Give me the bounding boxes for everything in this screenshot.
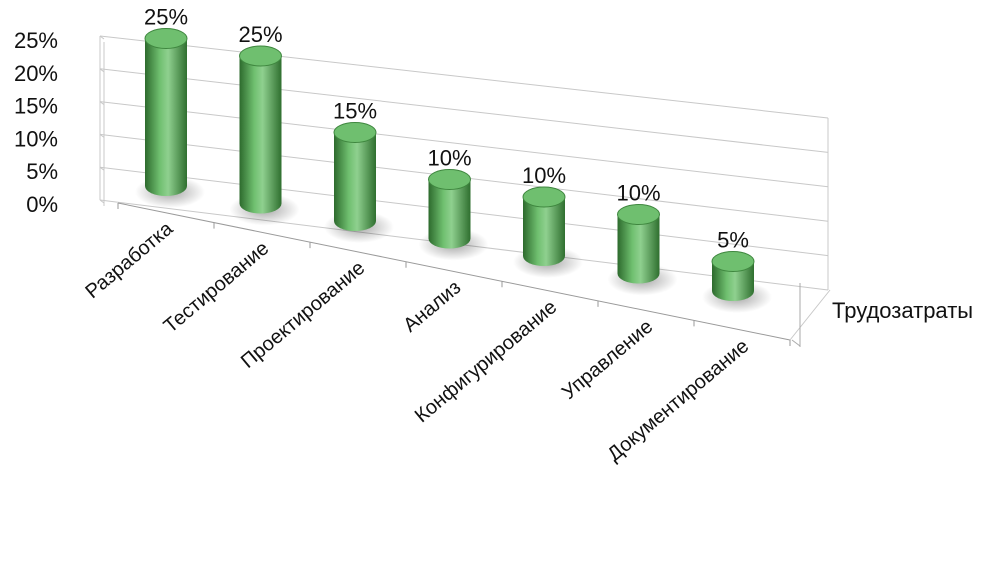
bar-top — [428, 169, 471, 190]
series-label: Трудозатраты — [832, 298, 973, 323]
bar-body — [617, 214, 660, 284]
data-label: 25% — [238, 22, 282, 47]
data-label: 10% — [427, 146, 471, 171]
bar-1 — [229, 45, 300, 226]
axis-layer: 0% 5% 10% 15% 20% 25% — [14, 28, 831, 347]
bar-top — [522, 186, 566, 208]
gridline — [99, 101, 829, 188]
data-label: 15% — [333, 99, 377, 124]
bar-top — [239, 45, 282, 67]
gridline-side — [99, 35, 105, 40]
bar-body — [239, 56, 282, 214]
y-tick-label: 20% — [14, 61, 58, 86]
bar-3 — [418, 169, 489, 261]
y-tick-label: 25% — [14, 28, 58, 53]
y-tick-label: 0% — [26, 192, 58, 217]
y-tick-label: 10% — [14, 126, 58, 151]
bar-0 — [135, 28, 205, 208]
bar-2 — [324, 122, 394, 243]
category-label: Управление — [558, 316, 657, 404]
y-tick-label: 15% — [14, 94, 58, 119]
y-tick-label: 5% — [26, 159, 58, 184]
bar-body — [712, 261, 754, 301]
bar-top — [617, 204, 660, 225]
bar-5 — [607, 204, 678, 296]
x-axis-front — [117, 202, 791, 341]
bar-body — [523, 197, 565, 266]
depth-tick — [791, 339, 801, 347]
bar-top — [333, 122, 377, 143]
gridline-side — [99, 101, 105, 105]
bar-4 — [513, 186, 583, 278]
gridline-side — [99, 68, 105, 73]
bar-top — [144, 28, 188, 49]
data-label: 25% — [144, 5, 188, 30]
bars-layer — [135, 28, 772, 313]
bar-top — [711, 251, 755, 272]
gridline-side — [99, 199, 105, 204]
bar-body — [334, 132, 376, 231]
data-label: 5% — [717, 228, 749, 253]
category-label: Анализ — [399, 276, 465, 336]
category-label: Разработка — [81, 217, 177, 303]
gridline-side — [99, 166, 105, 171]
category-label: Тестирование — [160, 237, 273, 337]
floor-right-edge — [789, 289, 831, 341]
gridline — [99, 68, 829, 153]
category-label: Проектирование — [237, 257, 369, 373]
gridline-side — [99, 133, 105, 138]
data-label: 10% — [522, 163, 566, 188]
bar-body — [145, 38, 187, 196]
gridline — [99, 35, 829, 119]
bar-body — [428, 179, 471, 249]
bar-6 — [702, 251, 772, 313]
data-label: 10% — [616, 181, 660, 206]
